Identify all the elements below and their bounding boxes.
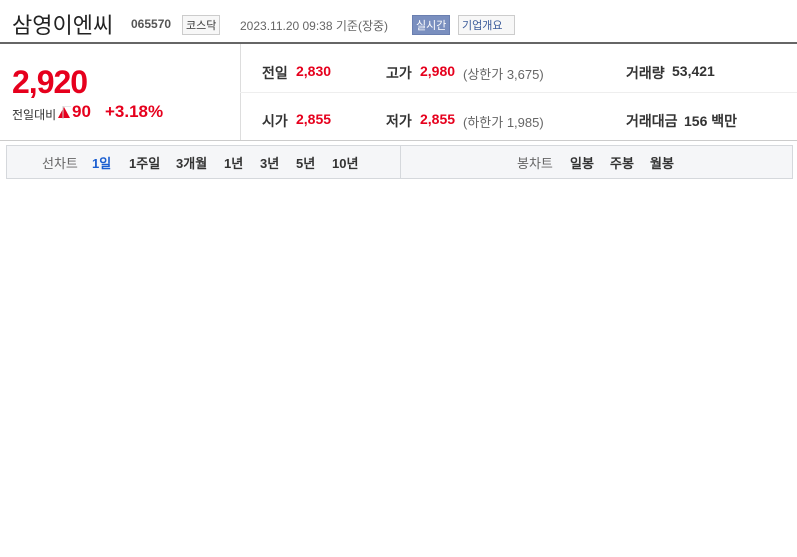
change: 90 — [72, 102, 91, 121]
tab[interactable]: 월봉 — [650, 156, 674, 171]
row-value: 2,980 — [420, 63, 456, 79]
realtime-badge[interactable]: 실시간 — [412, 15, 451, 35]
row-label: 시가 — [262, 113, 288, 129]
row-value: 2,855 — [296, 111, 332, 127]
tab[interactable]: 10년 — [332, 156, 359, 171]
row-note: (상한가 3,675) — [463, 67, 544, 82]
row-label: 고가 — [386, 65, 412, 81]
tab[interactable]: 1주일 — [129, 156, 161, 171]
stock-code: 065570 — [131, 17, 172, 31]
summary-box — [0, 44, 797, 141]
overview-button[interactable]: 기업개요 — [458, 15, 516, 35]
tab[interactable]: 1년 — [224, 156, 244, 171]
row-value: 53,421 — [672, 63, 715, 79]
row-label: 저가 — [386, 113, 412, 129]
timestamp: 2023.11.20 09:38 기준(장중) — [240, 19, 389, 33]
row-value: 2,830 — [296, 63, 332, 79]
tab[interactable]: 1일 — [92, 156, 112, 171]
change-label: 전일대비 — [12, 108, 57, 122]
tab[interactable]: 일봉 — [570, 156, 594, 171]
row-value: 156 백만 — [684, 113, 738, 129]
row-label: 전일 — [262, 65, 288, 81]
stock-title: 삼영이엔씨 — [12, 13, 114, 38]
row-label: 거래량 — [626, 65, 665, 81]
change-rate: +3.18% — [105, 102, 164, 121]
current-price: 2,920 — [12, 64, 88, 100]
up-arrow: 2,9932,9392,8842,8302,775거래량11/2010:0011… — [58, 106, 71, 119]
divider — [0, 42, 797, 44]
market-badge: 코스닥 — [182, 15, 221, 35]
summary-divider — [240, 92, 797, 93]
tab[interactable]: 3년 — [260, 156, 280, 171]
row-value: 2,855 — [420, 111, 456, 127]
tab[interactable]: 5년 — [296, 156, 316, 171]
tab[interactable]: 3개월 — [176, 156, 208, 171]
row-label: 거래대금 — [626, 113, 678, 129]
chart — [0, 178, 797, 557]
row-note: (하한가 1,985) — [463, 115, 544, 130]
tab-label: 봉차트 — [517, 156, 553, 171]
tab[interactable]: 주봉 — [610, 156, 634, 171]
tab-bar — [6, 145, 793, 179]
tab-label: 선차트 — [42, 156, 78, 171]
tab-divider — [400, 146, 401, 178]
